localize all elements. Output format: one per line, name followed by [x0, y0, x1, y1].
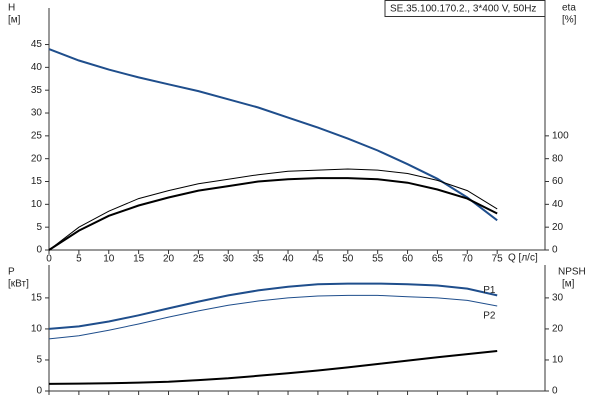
x-tick-label: 25	[193, 254, 205, 265]
y2-tick-label: 10	[552, 355, 564, 366]
y-tick-label: 30	[31, 108, 43, 119]
x-tick-label: 20	[163, 254, 175, 265]
x-tick-label: 70	[462, 254, 474, 265]
y2-tick-label: 0	[552, 386, 558, 397]
x-tick-label: 75	[492, 254, 504, 265]
series-label: P1	[483, 285, 496, 296]
y-tick-label: 45	[31, 39, 43, 50]
y2-tick-label: 20	[552, 222, 564, 233]
x-tick-label: 5	[76, 254, 82, 265]
x-tick-label: 55	[372, 254, 384, 265]
curve	[48, 48, 498, 222]
annotation: SE.35.100.170.2., 3*400 V, 50Hz	[390, 4, 536, 15]
y-tick-label: 15	[31, 176, 43, 187]
y2-axis-title: eta	[562, 3, 576, 14]
y-tick-label: 0	[36, 386, 42, 397]
x-tick-label: 35	[253, 254, 265, 265]
x-tick-label: 45	[312, 254, 324, 265]
y-tick-label: 35	[31, 85, 43, 96]
y2-tick-label: 100	[552, 130, 569, 141]
x-tick-label: 40	[282, 254, 294, 265]
y2-tick-label: 80	[552, 153, 564, 164]
x-tick-label: 30	[223, 254, 235, 265]
y2-tick-label: 0	[552, 245, 558, 256]
y-axis-unit: [кВт]	[8, 279, 29, 290]
x-tick-label: 60	[402, 254, 414, 265]
y2-axis-unit: [м]	[562, 279, 575, 290]
y2-tick-label: 30	[552, 293, 564, 304]
y2-axis-unit: [%]	[562, 15, 577, 26]
y-axis-unit: [м]	[8, 15, 21, 26]
y-tick-label: 5	[36, 355, 42, 366]
curve	[48, 168, 498, 251]
y-tick-label: 0	[36, 245, 42, 256]
curve	[48, 282, 498, 330]
curve	[48, 177, 498, 251]
x-tick-label: 15	[133, 254, 145, 265]
y-tick-label: 5	[36, 222, 42, 233]
y-tick-label: 25	[31, 130, 43, 141]
x-tick-label: 0	[46, 254, 52, 265]
y-tick-label: 20	[31, 153, 43, 164]
series-label: P2	[483, 311, 496, 322]
y2-axis-title: NPSH	[558, 267, 586, 278]
x-tick-label: 10	[103, 254, 115, 265]
y-axis-title: P	[8, 267, 15, 278]
y-tick-label: 40	[31, 62, 43, 73]
y-tick-label: 15	[31, 293, 43, 304]
x-axis-title: Q [л/с]	[508, 253, 538, 264]
y2-tick-label: 60	[552, 176, 564, 187]
y-tick-label: 10	[31, 199, 43, 210]
y2-tick-label: 40	[552, 199, 564, 210]
y2-tick-label: 20	[552, 324, 564, 335]
x-tick-label: 65	[432, 254, 444, 265]
curve	[48, 294, 498, 340]
curve	[48, 350, 498, 385]
x-tick-label: 50	[342, 254, 354, 265]
y-tick-label: 10	[31, 324, 43, 335]
y-axis-title: H	[8, 3, 15, 14]
